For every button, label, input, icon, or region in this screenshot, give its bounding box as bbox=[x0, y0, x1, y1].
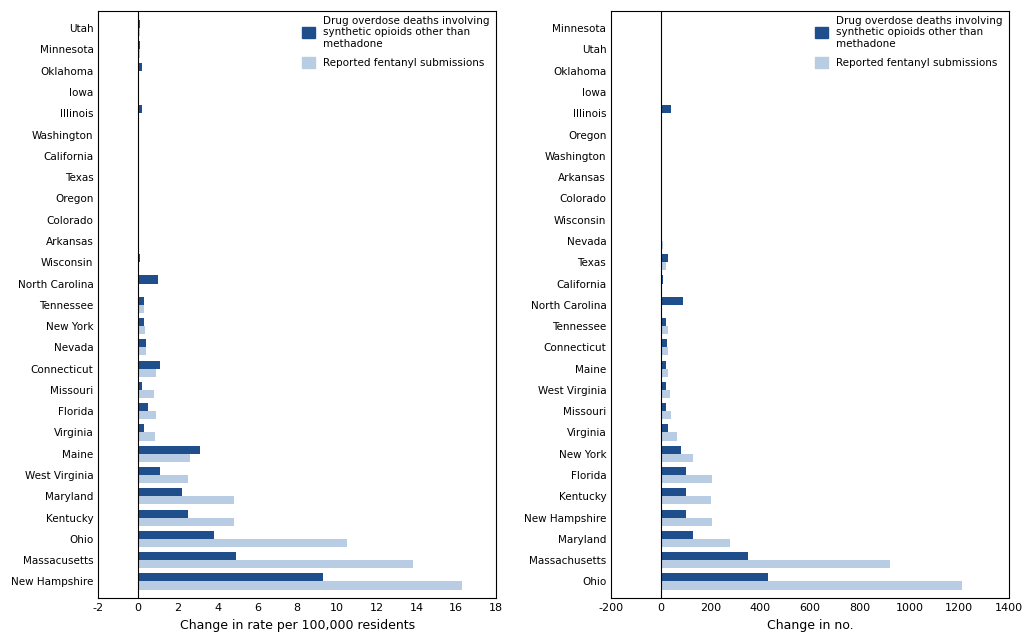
Bar bbox=[139, 531, 214, 539]
X-axis label: Change in no.: Change in no. bbox=[766, 619, 853, 632]
Bar bbox=[139, 424, 144, 433]
Bar bbox=[139, 496, 234, 504]
Bar bbox=[139, 28, 140, 36]
Bar bbox=[661, 531, 693, 539]
Bar bbox=[661, 296, 683, 305]
Bar bbox=[139, 326, 145, 334]
Bar bbox=[139, 50, 140, 57]
Bar bbox=[661, 560, 889, 568]
Bar bbox=[139, 305, 144, 313]
Bar bbox=[139, 403, 148, 411]
Bar bbox=[139, 475, 188, 483]
Bar bbox=[661, 284, 662, 291]
Bar bbox=[139, 560, 413, 568]
Bar bbox=[661, 326, 668, 334]
Bar bbox=[661, 552, 748, 560]
X-axis label: Change in rate per 100,000 residents: Change in rate per 100,000 residents bbox=[180, 619, 415, 632]
Bar bbox=[139, 581, 462, 590]
Bar bbox=[661, 361, 666, 368]
Bar bbox=[661, 475, 711, 483]
Bar bbox=[661, 254, 668, 262]
Legend: Drug overdose deaths involving
synthetic opioids other than
methadone, Reported : Drug overdose deaths involving synthetic… bbox=[297, 10, 495, 73]
Bar bbox=[139, 509, 188, 518]
Bar bbox=[139, 446, 200, 454]
Bar bbox=[661, 368, 668, 377]
Bar bbox=[139, 105, 142, 113]
Bar bbox=[139, 433, 155, 440]
Bar bbox=[661, 318, 666, 326]
Bar bbox=[661, 105, 671, 113]
Legend: Drug overdose deaths involving
synthetic opioids other than
methadone, Reported : Drug overdose deaths involving synthetic… bbox=[810, 10, 1007, 73]
Bar bbox=[139, 411, 156, 419]
Bar bbox=[139, 62, 142, 71]
Bar bbox=[661, 241, 664, 249]
Bar bbox=[139, 467, 160, 475]
Bar bbox=[661, 403, 666, 411]
Bar bbox=[661, 454, 693, 462]
Bar bbox=[661, 262, 666, 270]
Bar bbox=[661, 199, 662, 206]
Bar bbox=[139, 20, 140, 28]
Bar bbox=[661, 275, 664, 284]
Bar bbox=[661, 382, 666, 390]
Bar bbox=[661, 50, 662, 57]
Bar bbox=[139, 539, 346, 547]
Bar bbox=[139, 368, 156, 377]
Bar bbox=[661, 340, 667, 347]
Bar bbox=[661, 539, 730, 547]
Bar bbox=[139, 382, 142, 390]
Bar bbox=[661, 433, 677, 440]
Bar bbox=[139, 275, 158, 284]
Bar bbox=[139, 574, 323, 581]
Bar bbox=[661, 446, 680, 454]
Bar bbox=[661, 190, 662, 199]
Bar bbox=[139, 41, 140, 50]
Bar bbox=[139, 518, 234, 526]
Bar bbox=[139, 361, 160, 368]
Bar bbox=[139, 254, 140, 262]
Bar bbox=[661, 518, 711, 526]
Bar bbox=[139, 340, 146, 347]
Bar bbox=[661, 467, 686, 475]
Bar bbox=[661, 390, 670, 398]
Bar bbox=[661, 581, 962, 590]
Bar bbox=[661, 496, 710, 504]
Bar bbox=[139, 552, 236, 560]
Bar bbox=[139, 347, 146, 356]
Bar bbox=[661, 220, 662, 228]
Bar bbox=[139, 488, 182, 496]
Bar bbox=[661, 574, 767, 581]
Bar bbox=[661, 411, 671, 419]
Bar bbox=[139, 454, 190, 462]
Bar bbox=[661, 424, 668, 433]
Bar bbox=[139, 390, 154, 398]
Bar bbox=[661, 347, 668, 356]
Bar bbox=[661, 509, 686, 518]
Bar bbox=[139, 296, 144, 305]
Bar bbox=[661, 488, 686, 496]
Bar bbox=[139, 318, 144, 326]
